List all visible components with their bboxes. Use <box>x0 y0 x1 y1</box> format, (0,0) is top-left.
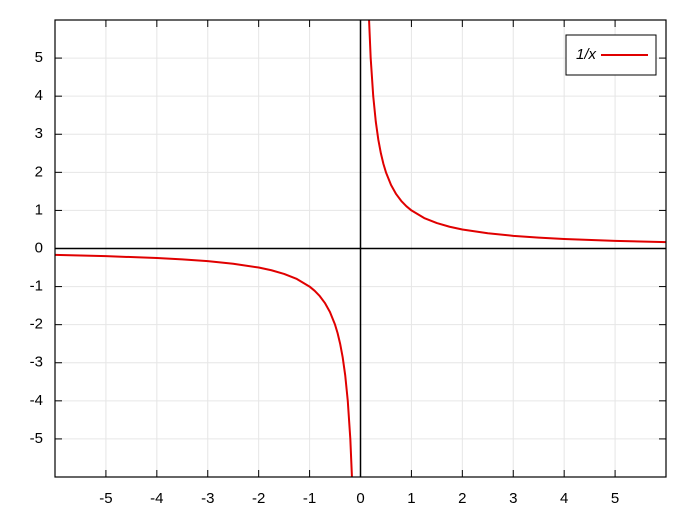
y-tick-label: 1 <box>35 201 43 218</box>
y-tick-label: 2 <box>35 163 43 180</box>
x-tick-label: -2 <box>252 490 265 507</box>
axes <box>55 20 666 477</box>
x-tick-label: 4 <box>560 490 568 507</box>
x-tick-label: 3 <box>509 490 517 507</box>
x-tick-label: 0 <box>356 490 364 507</box>
y-tick-label: -1 <box>30 278 43 295</box>
x-tick-label: 1 <box>407 490 415 507</box>
x-tick-label: 2 <box>458 490 466 507</box>
y-tick-label: -3 <box>30 354 43 371</box>
x-tick-label: 5 <box>611 490 619 507</box>
x-tick-label: -3 <box>201 490 214 507</box>
y-tick-label: 4 <box>35 87 43 104</box>
x-tick-label: -5 <box>99 490 112 507</box>
x-tick-label: -4 <box>150 490 163 507</box>
y-tick-label: -4 <box>30 392 43 409</box>
y-tick-label: 3 <box>35 125 43 142</box>
plot-area <box>55 20 666 477</box>
y-tick-label: 0 <box>35 239 43 256</box>
y-tick-label: -2 <box>30 316 43 333</box>
legend: 1/x <box>565 34 657 76</box>
line-series <box>55 20 666 477</box>
y-tick-label: -5 <box>30 430 43 447</box>
legend-label: 1/x <box>576 46 597 63</box>
x-tick-label: -1 <box>303 490 316 507</box>
ticks: -5 -4 -3 -2 -1 0 1 2 3 4 5 -5 -4 -3 -2 -1 0 1 2 3 4 5 <box>30 20 666 507</box>
y-tick-label: 5 <box>35 49 43 66</box>
